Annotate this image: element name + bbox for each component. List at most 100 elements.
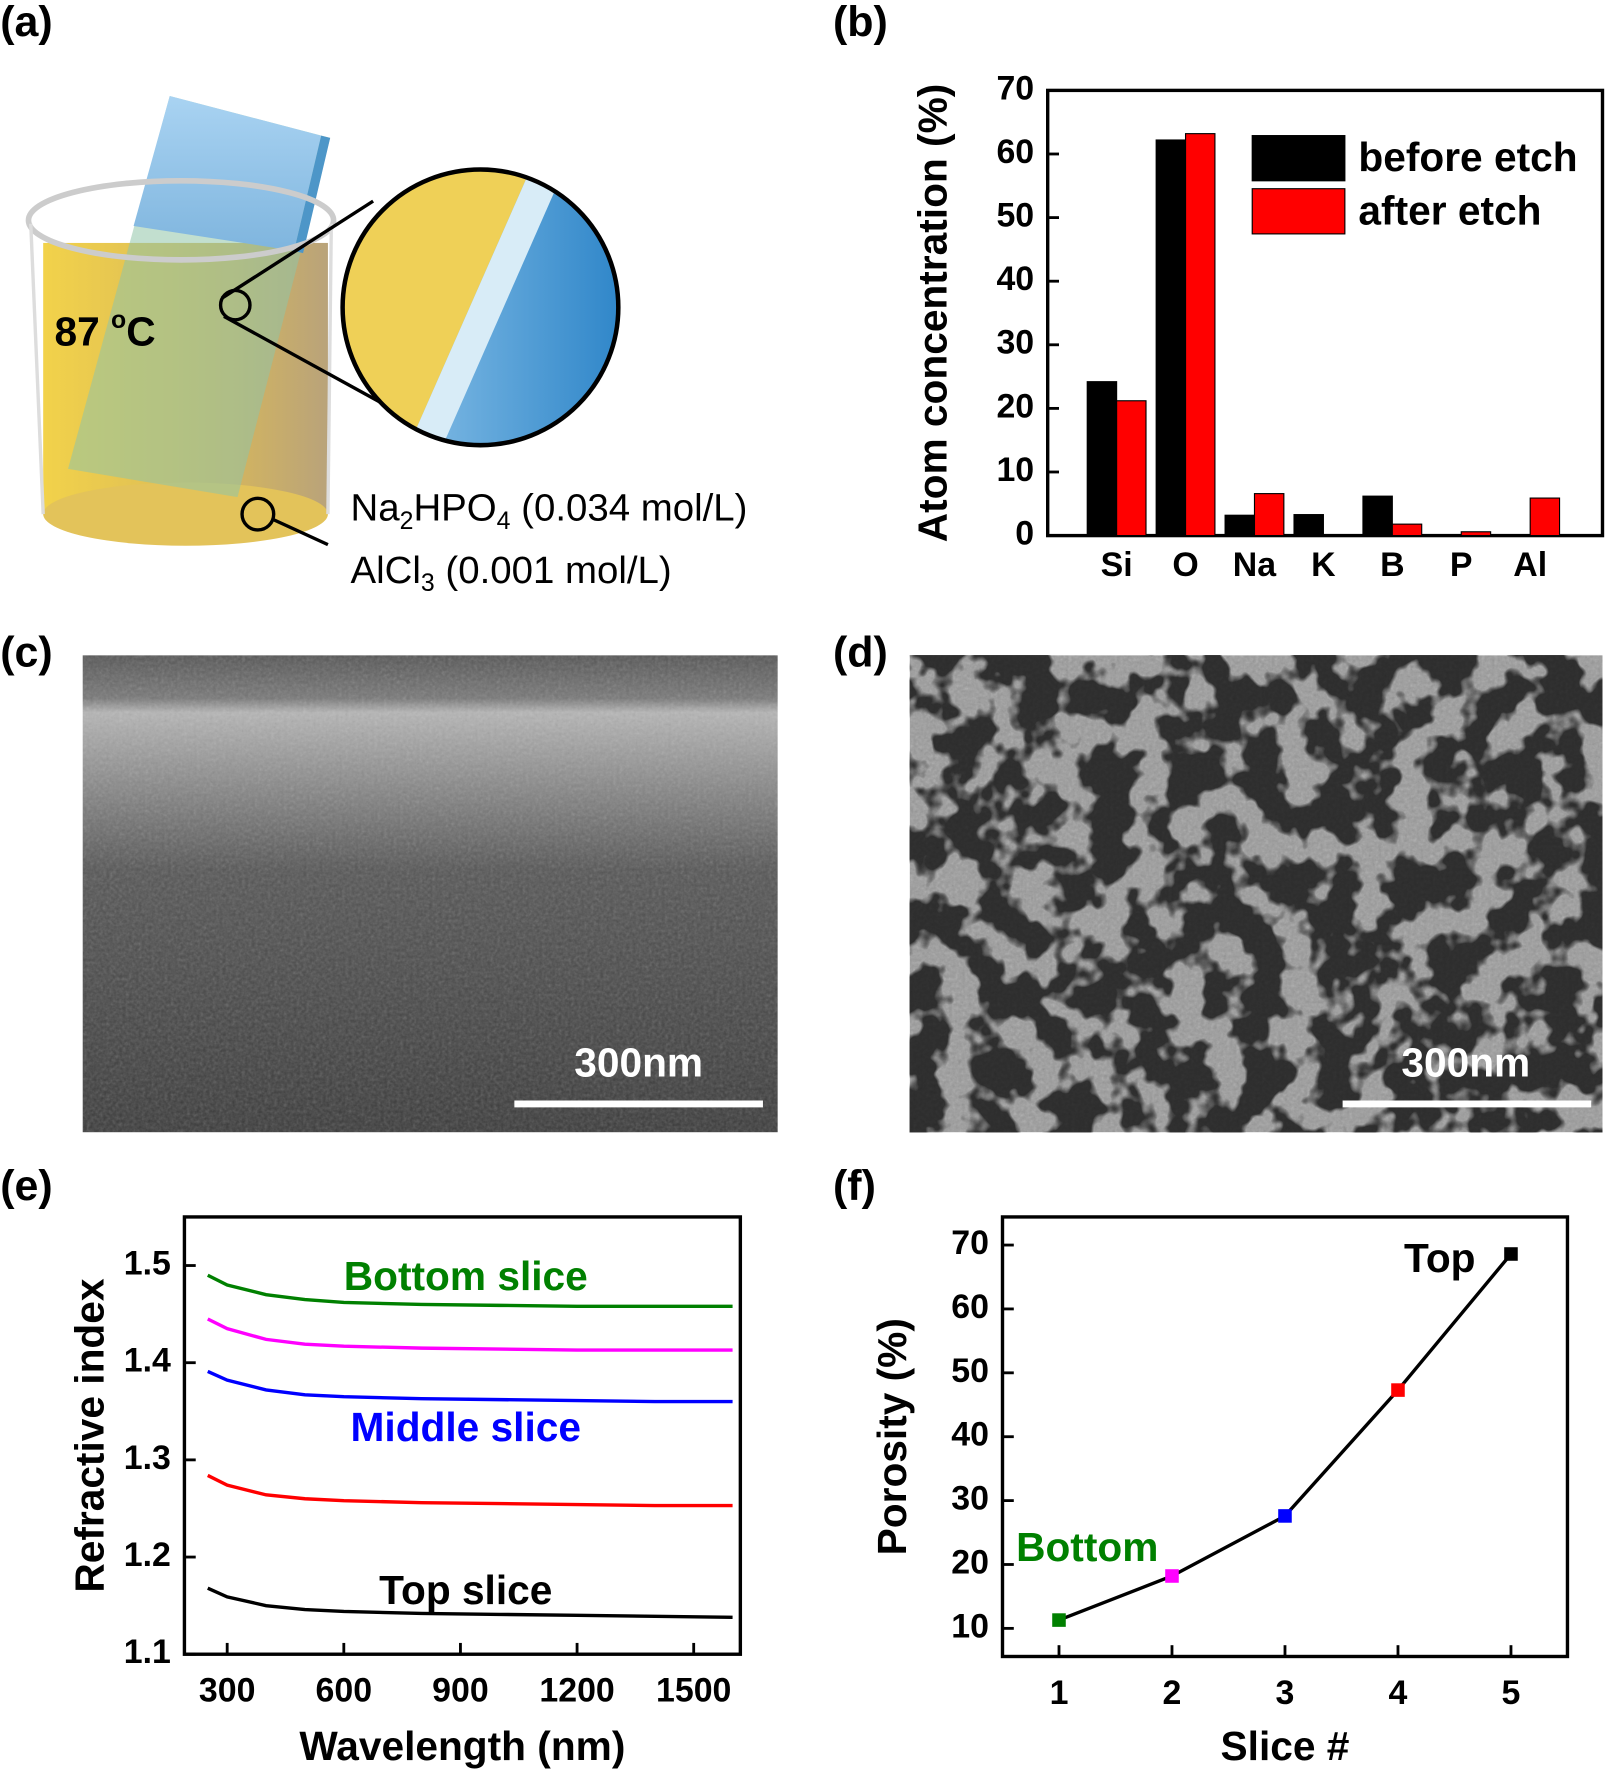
solution-1: Na2HPO4 (0.034 mol/L) — [351, 487, 748, 535]
panel-label: (f) — [833, 1162, 876, 1210]
sem-texture — [82, 655, 778, 1133]
bar — [1391, 523, 1423, 537]
annotation: Top — [1404, 1235, 1476, 1281]
temperature: 87 oC — [54, 306, 155, 354]
x-tick-label: Si — [1101, 546, 1133, 584]
beaker-illustration: 87 oC Na2HPO4 (0.034 mol/L) AlCl3 (0.001… — [25, 96, 748, 597]
slide — [133, 96, 322, 251]
x-tick-label: Na — [1233, 546, 1277, 584]
point — [1504, 1247, 1518, 1261]
y-tick-label: 30 — [996, 324, 1034, 362]
beaker-rim — [25, 177, 337, 263]
y-tick-label: 1.4 — [124, 1342, 171, 1380]
panel-label: (c) — [0, 629, 52, 677]
y-tick-label: 0 — [1015, 515, 1034, 553]
y-tick-label: 1.1 — [124, 1633, 171, 1671]
sem-pores — [909, 655, 1603, 1133]
x-tick-label: 300 — [199, 1672, 256, 1710]
formula: HPO — [413, 487, 496, 530]
x-tick-label: Al — [1513, 546, 1547, 584]
y-tick-label: 70 — [951, 1224, 989, 1262]
x-axis-label: Wavelength (nm) — [299, 1723, 625, 1769]
subscript: 2 — [400, 508, 414, 535]
legend-swatch — [1251, 188, 1346, 235]
scale-bar-label: 300nm — [1401, 1039, 1530, 1085]
x-tick-label: B — [1380, 546, 1404, 584]
beaker-wall — [326, 223, 334, 515]
point — [1278, 1509, 1292, 1523]
y-tick-label: 10 — [951, 1607, 989, 1645]
panel-label: (a) — [0, 0, 52, 46]
x-tick-label: 900 — [432, 1672, 489, 1710]
zoom-line — [220, 199, 375, 300]
liquid-bottom — [43, 482, 328, 546]
bar — [1460, 531, 1492, 537]
x-tick-label: 4 — [1389, 1674, 1408, 1712]
series-line — [207, 1369, 733, 1404]
subscript: 4 — [497, 508, 511, 535]
y-tick-label: 10 — [996, 451, 1034, 489]
y-tick-label: 20 — [996, 387, 1034, 425]
y-tick-label: 1.2 — [124, 1536, 171, 1574]
y-axis-label: Porosity (%) — [869, 1318, 915, 1555]
bar — [1155, 139, 1187, 537]
y-tick-label: 40 — [951, 1416, 989, 1454]
zoom-liquid — [342, 169, 532, 446]
solution-spot — [240, 496, 276, 532]
x-tick-label: 3 — [1276, 1674, 1295, 1712]
series-line — [206, 1273, 733, 1309]
plot-frame — [182, 1215, 743, 1656]
x-tick-label: K — [1311, 546, 1336, 584]
point — [1052, 1613, 1066, 1627]
series-line — [206, 1317, 733, 1352]
subscript: 3 — [421, 570, 435, 597]
y-tick-label: 20 — [951, 1543, 989, 1581]
plot-frame — [1000, 1215, 1570, 1659]
y-tick-label: 70 — [996, 69, 1034, 107]
annotation: Bottom slice — [344, 1253, 588, 1299]
solution-line — [272, 518, 329, 547]
annotation: Bottom — [1016, 1524, 1158, 1570]
slide-edge — [294, 135, 331, 254]
x-tick-label: 600 — [316, 1672, 373, 1710]
panel-label: (e) — [0, 1162, 52, 1210]
legend-label: before etch — [1358, 134, 1577, 180]
y-axis-label: Atom concentration (%) — [910, 84, 956, 543]
x-tick-label: 1500 — [656, 1672, 731, 1710]
bar — [1529, 497, 1561, 537]
zoom-circle — [340, 167, 621, 448]
y-tick-label: 40 — [996, 260, 1034, 298]
beaker-wall — [29, 223, 45, 515]
bar — [1362, 495, 1393, 537]
sem-top-view: 300nm — [909, 655, 1603, 1133]
solution-2: AlCl3 (0.001 mol/L) — [351, 549, 672, 597]
y-tick-label: 50 — [996, 197, 1034, 235]
point — [1391, 1383, 1405, 1397]
bar — [1184, 133, 1216, 537]
bar — [1224, 514, 1256, 537]
x-tick-label: O — [1172, 546, 1198, 584]
x-tick-label: 5 — [1502, 1674, 1521, 1712]
temperature-unit: C — [126, 308, 155, 354]
annotation: Top slice — [379, 1567, 552, 1613]
formula: AlCl — [351, 549, 421, 592]
legend-swatch — [1251, 135, 1346, 182]
temperature-degree: o — [111, 306, 126, 333]
panel-label: (b) — [833, 0, 888, 46]
bar — [1086, 381, 1118, 537]
series-line — [206, 1473, 733, 1508]
x-tick-label: 1200 — [539, 1672, 614, 1710]
y-tick-label: 30 — [951, 1480, 989, 1518]
temperature-value: 87 — [54, 308, 111, 354]
sem-cross-section: 300nm — [82, 655, 778, 1133]
y-tick-label: 1.5 — [124, 1244, 171, 1282]
x-tick-label: 2 — [1163, 1674, 1182, 1712]
concentration: (0.001 mol/L) — [435, 549, 672, 592]
x-tick-label: 1 — [1050, 1674, 1069, 1712]
x-tick-label: P — [1450, 546, 1473, 584]
y-tick-label: 60 — [996, 133, 1034, 171]
y-tick-label: 50 — [951, 1352, 989, 1390]
formula: Na — [351, 487, 401, 530]
zoom-line — [223, 314, 386, 407]
